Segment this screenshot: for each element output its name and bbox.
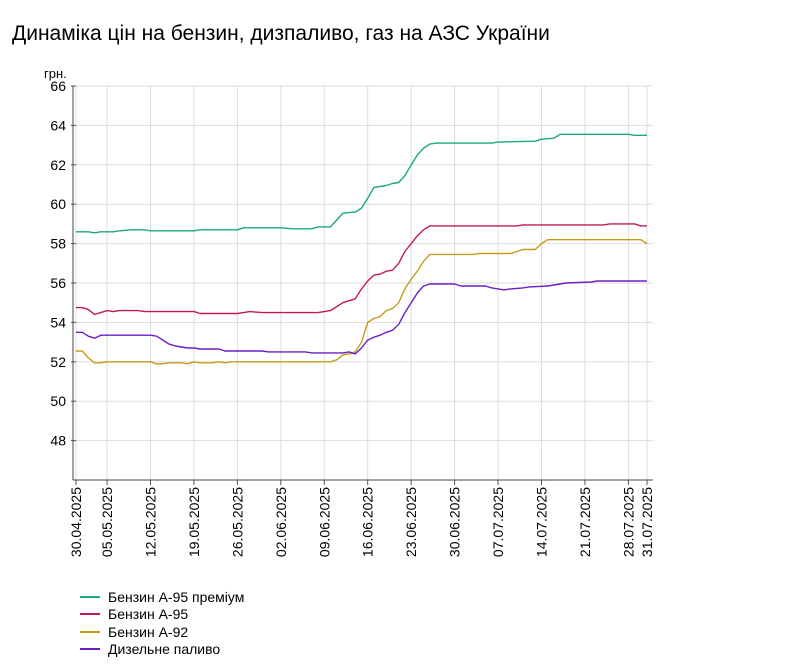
x-tick-label: 30.04.2025: [68, 487, 84, 557]
y-tick-label: 48: [50, 433, 66, 449]
legend-label: Бензин А-95: [108, 606, 189, 623]
x-tick-label: 14.07.2025: [533, 487, 549, 557]
x-tick-label: 12.05.2025: [142, 487, 158, 557]
legend-item[interactable]: Бензин А-95: [80, 606, 244, 624]
x-tick-label: 09.06.2025: [316, 487, 332, 557]
legend-swatch: [80, 613, 100, 616]
y-tick-label: 64: [50, 117, 66, 133]
y-tick-label: 66: [50, 78, 66, 94]
series-line-3: [76, 280, 647, 355]
x-tick-label: 31.07.2025: [639, 487, 655, 557]
y-tick-label: 60: [50, 196, 66, 212]
grid: [75, 85, 653, 480]
tick-labels: 48 50 52 54 56 58 60 62 64 66 30.04.2025 05.05.2025…: [44, 66, 655, 557]
legend: Бензин А-95 преміум Бензин А-95 Бензин А-9…: [80, 588, 244, 658]
x-tick-label: 07.07.2025: [490, 487, 506, 557]
y-tick-label: 62: [50, 157, 66, 173]
y-tick-label: 58: [50, 236, 66, 252]
x-tick-label: 02.06.2025: [273, 487, 289, 557]
x-tick-label: 05.05.2025: [99, 487, 115, 557]
x-tick-label: 23.06.2025: [403, 487, 419, 557]
legend-label: Бензин А-92: [108, 623, 189, 640]
legend-swatch: [80, 630, 100, 633]
x-tick-label: 28.07.2025: [620, 487, 636, 557]
y-tick-label: 52: [50, 354, 66, 370]
legend-label: Бензин А-95 преміум: [108, 588, 245, 605]
series-lines: [76, 133, 648, 365]
x-tick-label: 19.05.2025: [186, 487, 202, 557]
legend-swatch: [80, 648, 100, 651]
x-tick-label: 30.06.2025: [447, 487, 463, 557]
x-tick-label: 21.07.2025: [577, 487, 593, 557]
legend-label: Дизельне паливо: [108, 641, 221, 658]
chart-title: Динаміка цін на бензин, дизпаливо, газ н…: [12, 22, 550, 45]
legend-item[interactable]: Бензин А-92: [80, 623, 244, 641]
y-tick-label: 56: [50, 275, 66, 291]
series-line-0: [76, 133, 647, 234]
legend-item[interactable]: Бензин А-95 преміум: [80, 588, 244, 606]
y-axis-unit-label: грн.: [44, 66, 67, 81]
y-tick-label: 54: [50, 314, 66, 330]
axes: [71, 85, 653, 485]
series-line-2: [76, 238, 648, 365]
legend-item[interactable]: Дизельне паливо: [80, 641, 244, 659]
series-line-1: [76, 223, 647, 316]
y-tick-label: 50: [50, 393, 66, 409]
x-tick-label: 16.06.2025: [360, 487, 376, 557]
legend-swatch: [80, 595, 100, 598]
x-tick-label: 26.05.2025: [229, 487, 245, 557]
